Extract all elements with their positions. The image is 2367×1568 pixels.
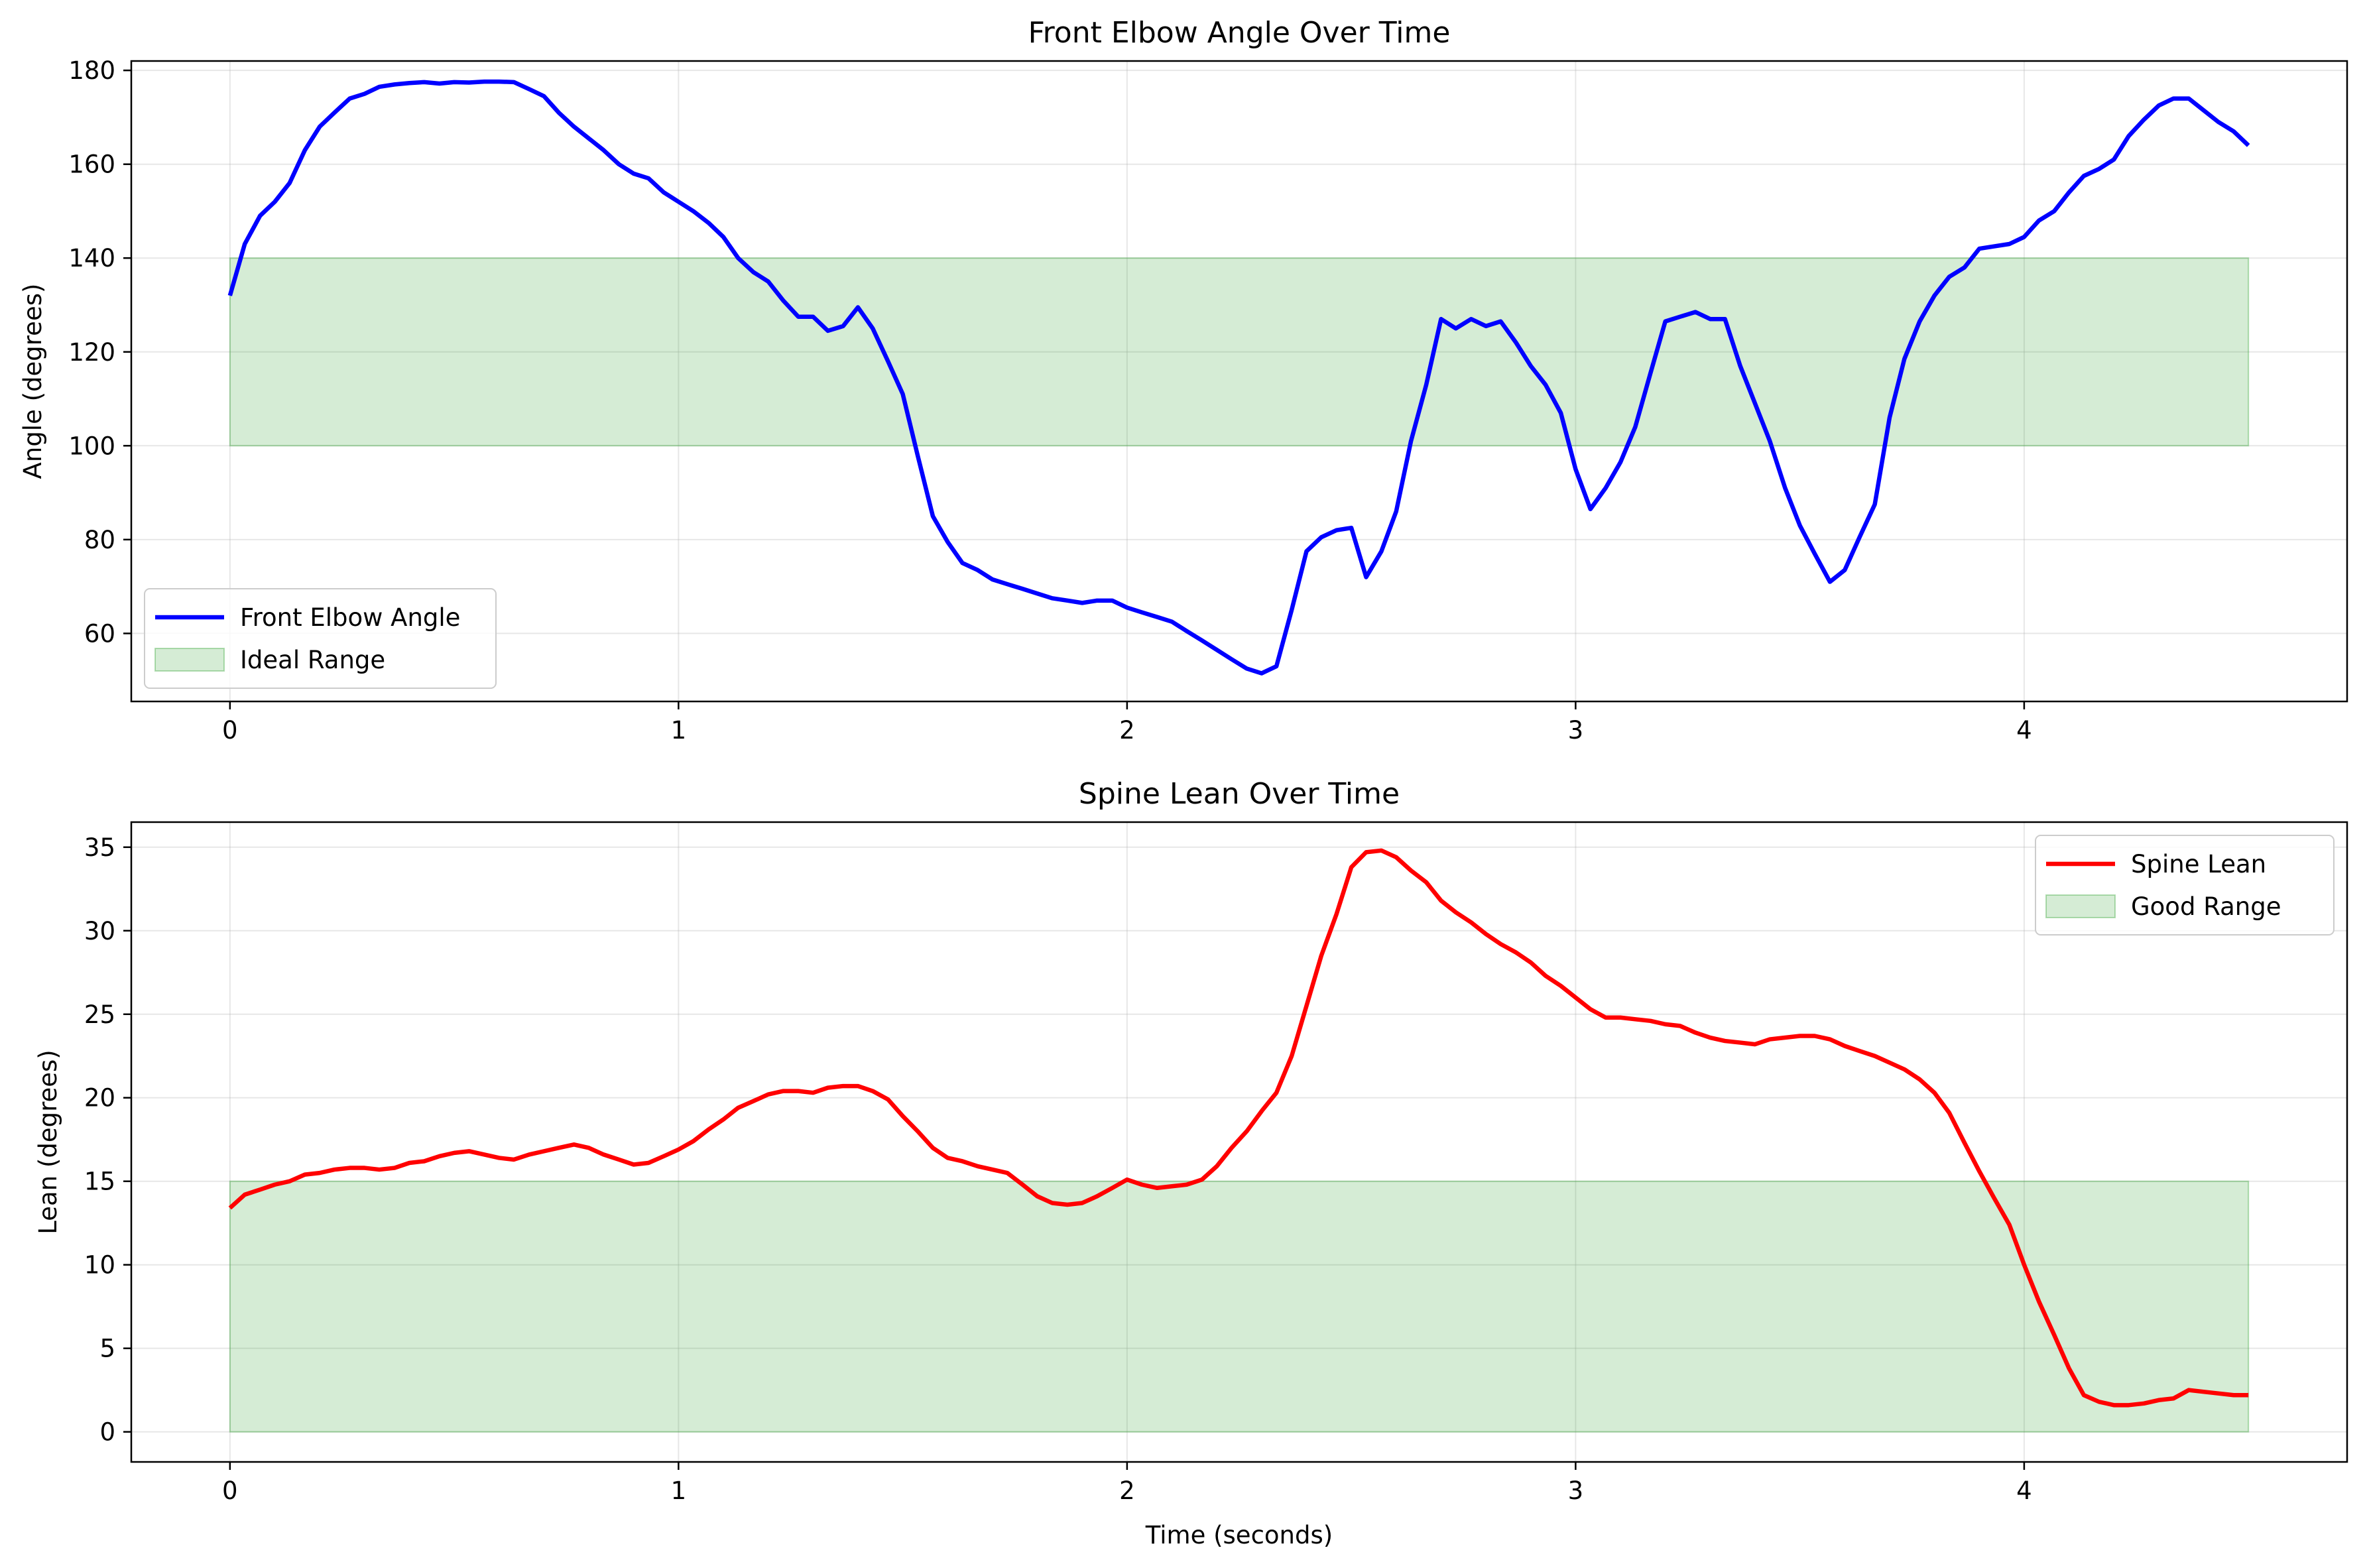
elbow-y-tick-label: 140: [68, 244, 115, 272]
elbow-legend-band-label: Ideal Range: [240, 646, 385, 674]
elbow-series-line: [227, 79, 2250, 676]
elbow-chart-title: Front Elbow Angle Over Time: [1028, 16, 1451, 50]
spine-y-tick-label: 10: [84, 1251, 115, 1280]
spine-lean-chart: 0 1 2 3 4 0 5 10 15 20 25 30 35 Spine Lean Over Time L…: [34, 777, 2348, 1549]
spine-x-tick-label: 3: [1568, 1477, 1584, 1505]
elbow-range-band: [229, 257, 2250, 447]
spine-y-tick-label: 0: [99, 1418, 115, 1447]
elbow-y-tick-label: 160: [68, 151, 115, 179]
spine-x-tick-label: 0: [222, 1477, 238, 1505]
spine-x-axis-label: Time (seconds): [1145, 1521, 1333, 1549]
spine-legend-band-swatch: [2045, 894, 2116, 918]
elbow-x-tick-label: 2: [1119, 716, 1135, 745]
elbow-legend-box: [144, 588, 497, 689]
spine-legend-box: [2035, 835, 2335, 935]
spine-y-tick-label: 35: [84, 833, 115, 862]
elbow-legend-series-label: Front Elbow Angle: [240, 603, 460, 632]
spine-y-tick-label: 30: [84, 917, 115, 945]
elbow-legend: Front Elbow Angle Ideal Range: [144, 588, 497, 689]
spine-y-tick-label: 20: [84, 1084, 115, 1113]
elbow-angle-chart: 0 1 2 3 4 60 80 100 120 140 160 180 Front Elbow Angl…: [19, 16, 2348, 745]
spine-x-tick-label: 2: [1119, 1477, 1135, 1505]
elbow-x-tick-label: 0: [222, 716, 238, 745]
elbow-x-tick-label: 1: [671, 716, 687, 745]
spine-y-tick-label: 5: [99, 1335, 115, 1363]
elbow-y-tick-label: 60: [84, 619, 115, 648]
spine-range-band: [229, 1180, 2250, 1433]
spine-legend-band-label: Good Range: [2131, 892, 2281, 921]
spine-chart-title: Spine Lean Over Time: [1079, 777, 1400, 811]
elbow-y-axis-label: Angle (degrees): [19, 284, 47, 479]
spine-x-tick-label: 4: [2016, 1477, 2032, 1505]
elbow-y-tick-label: 180: [68, 56, 115, 85]
spine-y-tick-label: 25: [84, 1000, 115, 1029]
spine-y-axis-label: Lean (degrees): [34, 1050, 62, 1234]
elbow-x-tick-label: 4: [2016, 716, 2032, 745]
spine-x-tick-label: 1: [671, 1477, 687, 1505]
elbow-y-tick-label: 80: [84, 526, 115, 554]
elbow-y-tick-label: 100: [68, 432, 115, 460]
spine-legend-series-label: Spine Lean: [2131, 850, 2266, 878]
spine-legend: Spine Lean Good Range: [2035, 835, 2335, 935]
elbow-y-tick-label: 120: [68, 338, 115, 367]
elbow-x-tick-label: 3: [1568, 716, 1584, 745]
spine-y-tick-label: 15: [84, 1168, 115, 1196]
elbow-legend-band-swatch: [154, 648, 225, 672]
elbow-axes-frame: [130, 60, 2348, 703]
spine-series-line: [228, 848, 2249, 1408]
spine-axes-frame: [130, 821, 2348, 1463]
